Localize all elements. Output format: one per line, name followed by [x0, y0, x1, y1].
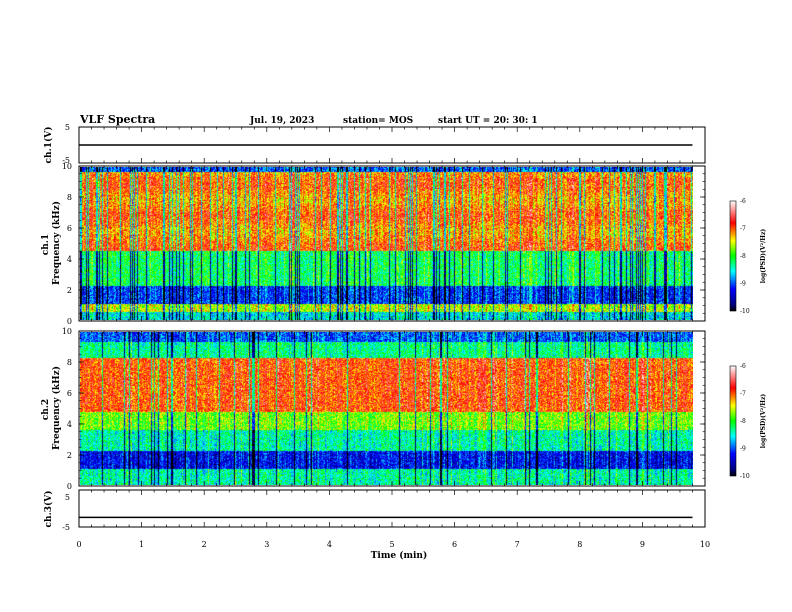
time-axis-tick-labels: 0 1 2 3 4 5 6 7 8 9 10	[76, 540, 710, 549]
time-tick-label: 9	[640, 540, 645, 549]
ch2-spectrogram-frequency-tick-label: 8	[67, 358, 72, 367]
ch2-spectrogram-frequency-tick-label: 2	[67, 451, 72, 460]
ch1-channel-label: ch.1 Frequency (kHz)	[41, 201, 62, 285]
ch2-spectrogram-ticks	[78, 330, 706, 487]
time-tick-label: 8	[577, 540, 582, 549]
ch1-frequency-tick-labels: 0 2 4 6 8 10	[62, 162, 72, 326]
ch2-spectrogram-image	[80, 332, 693, 485]
ch2-frequency-tick-labels: 0 2 4 6 8 10	[62, 327, 72, 491]
ch3-voltage-frame	[78, 489, 706, 528]
ch1-spectrogram-image	[80, 167, 693, 320]
time-axis-label: Time (min)	[371, 550, 428, 561]
ch1-colorbar-tick-label: -9	[740, 281, 746, 288]
ch1-spectrogram-ticks	[78, 165, 706, 322]
ch2-colorbar-tick-label: -8	[740, 418, 746, 425]
ch2-spectrogram-frequency-tick-label: 6	[67, 389, 72, 398]
ch1-spectrogram-frequency-tick-label: 10	[62, 162, 72, 171]
ch1-spectrogram-panel: 0 2 4 6 8 10 ch.1 Frequency (kHz) -6 -7 -8 -9 -10…	[41, 162, 767, 326]
ch1-colorbar-tick-label: -6	[740, 198, 746, 205]
ch1-ytick-bottom: -5	[62, 156, 70, 165]
time-tick-label: 6	[452, 540, 457, 549]
time-tick-label: 5	[389, 540, 394, 549]
ch1-spectrogram-frequency-tick-label: 6	[67, 224, 72, 233]
ch3-voltage-ylabel: ch.3(V)	[43, 491, 54, 528]
ch1-colorbar-tick-labels: -6 -7 -8 -9 -10	[740, 198, 750, 315]
ch1-spectrogram-frequency-tick-label: 8	[67, 193, 72, 202]
figure-title: VLF Spectra	[79, 113, 155, 126]
ch2-frequency-axis-label: Frequency (kHz)	[51, 366, 62, 450]
time-tick-label: 1	[139, 540, 144, 549]
ch2-colorbar-tick-label: -6	[740, 363, 746, 370]
start-time-label: start UT = 20: 30: 1	[438, 116, 538, 126]
ch1-frequency-axis-label: Frequency (kHz)	[51, 201, 62, 285]
time-tick-label: 0	[76, 540, 81, 549]
ch2-channel-name: ch.2	[41, 399, 51, 420]
ch1-voltage-ylabel: ch.1(V)	[43, 127, 54, 164]
station-label: station= MOS	[343, 116, 413, 126]
ch1-spectrogram-frequency-tick-label: 2	[67, 286, 72, 295]
date-label: Jul. 19, 2023	[249, 116, 314, 126]
time-tick-label: 2	[202, 540, 207, 549]
ch2-channel-label: ch.2 Frequency (kHz)	[41, 366, 62, 450]
ch3-ytick-bottom: -5	[62, 523, 70, 532]
ch1-ytick-top: 5	[65, 123, 70, 132]
time-tick-label: 7	[515, 540, 520, 549]
ch1-spectrogram-frequency-tick-label: 4	[67, 255, 72, 264]
time-tick-label: 4	[327, 540, 332, 549]
ch3-voltage-panel: 5 -5 ch.3(V) 0 1 2 3 4 5 6 7 8 9 10 Time (min)	[43, 489, 710, 561]
ch2-colorbar-tick-label: -7	[740, 391, 746, 398]
ch1-channel-name: ch.1	[41, 234, 51, 255]
ch1-voltage-panel: 5 -5 ch.1(V)	[43, 123, 706, 165]
ch1-spectrogram-frequency-tick-label: 0	[67, 317, 72, 326]
ch1-colorbar-tick-label: -10	[740, 308, 750, 315]
time-tick-label: 3	[264, 540, 269, 549]
ch1-colorbar-tick-label: -7	[740, 226, 746, 233]
ch1-colorbar-label: log(PSD)(V²/Hz)	[760, 229, 767, 284]
time-tick-label: 10	[700, 540, 710, 549]
ch2-spectrogram-frequency-tick-label: 10	[62, 327, 72, 336]
ch1-voltage-ticks	[78, 127, 706, 163]
ch2-spectrogram-frequency-tick-label: 4	[67, 420, 72, 429]
ch3-voltage-ticks	[78, 490, 706, 527]
ch2-colorbar-tick-labels: -6 -7 -8 -9 -10	[740, 363, 750, 480]
ch2-spectrogram-frequency-tick-label: 0	[67, 482, 72, 491]
ch1-colorbar	[729, 200, 737, 312]
ch1-colorbar-tick-label: -8	[740, 253, 746, 260]
ch2-colorbar-tick-label: -9	[740, 446, 746, 453]
ch2-spectrogram-panel: 0 2 4 6 8 10 ch.2 Frequency (kHz) -6 -7 -8 -9 -10…	[41, 327, 767, 491]
ch2-colorbar-tick-label: -10	[740, 473, 750, 480]
ch2-colorbar-label: log(PSD)(V²/Hz)	[760, 394, 767, 449]
ch2-colorbar	[729, 365, 737, 477]
ch3-ytick-top: 5	[65, 493, 70, 502]
